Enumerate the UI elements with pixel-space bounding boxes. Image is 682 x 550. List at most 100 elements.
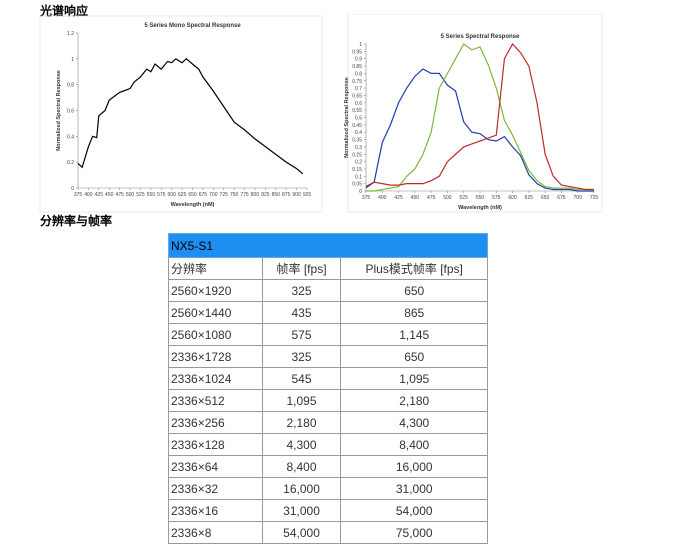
table-row: 2336×1728 325 650	[168, 345, 488, 368]
series-line	[366, 43, 594, 192]
x-tick-label: 725	[220, 192, 229, 198]
table-row: NX5-S1	[168, 233, 488, 258]
table-cell: 2,180	[261, 411, 342, 434]
y-tick-label: 0.7	[355, 86, 362, 92]
chart-frame	[347, 14, 603, 213]
chart-title: 5 Series Spectral Response	[441, 34, 520, 40]
table-cell: 1,145	[340, 323, 488, 346]
x-tick-label: 450	[105, 192, 114, 198]
table-cell: 75,000	[340, 521, 488, 544]
x-axis-label: Wavelength (nM)	[171, 202, 215, 208]
x-tick-label: 525	[460, 195, 469, 201]
x-tick-label: 850	[272, 192, 281, 198]
y-tick-label: 0.65	[352, 93, 362, 99]
table-cell: 4,300	[340, 411, 488, 434]
x-tick-label: 800	[251, 192, 260, 198]
table-cell: 2336×1728	[168, 345, 263, 368]
table-cell: NX5-S1	[168, 233, 488, 258]
x-tick-label: 675	[199, 192, 208, 198]
x-tick-label: 700	[574, 195, 583, 201]
table-cell: 2336×16	[168, 499, 263, 522]
table-cell: 325	[261, 279, 342, 302]
table-cell: 31,000	[340, 477, 488, 500]
table-cell: 8,400	[340, 433, 488, 456]
table-cell: 2336×1024	[168, 367, 263, 390]
y-tick-label: 0.75	[352, 79, 362, 85]
table-cell: 2336×128	[168, 433, 263, 456]
table-row: 2560×1440 435 865	[168, 301, 488, 324]
table-cell: 650	[340, 279, 488, 302]
table-cell: 分辨率	[168, 257, 263, 280]
table-cell: Plus模式帧率 [fps]	[340, 257, 488, 280]
x-tick-label: 775	[240, 192, 249, 198]
table-cell: 575	[261, 323, 342, 346]
table-cell: 2560×1080	[168, 323, 263, 346]
table-cell: 2560×1440	[168, 301, 263, 324]
y-axis-label: Normalized Spectral Response	[344, 77, 350, 158]
table-cell: 4,300	[261, 433, 342, 456]
x-tick-label: 400	[84, 192, 93, 198]
y-tick-label: 0.5	[355, 116, 362, 122]
table-cell: 2,180	[340, 389, 488, 412]
table-cell: 16,000	[340, 455, 488, 478]
x-axis-label: Wavelength (nM)	[458, 205, 502, 211]
section-heading: 分辨率与帧率	[40, 214, 113, 228]
table-cell: 545	[261, 367, 342, 390]
x-tick-label: 500	[443, 195, 452, 201]
x-tick-label: 925	[303, 192, 312, 198]
x-tick-label: 750	[230, 192, 239, 198]
table-cell: 54,000	[261, 521, 342, 544]
y-tick-label: 0.85	[352, 64, 362, 70]
table-row: 2336×128 4,300 8,400	[168, 433, 488, 456]
x-tick-label: 900	[292, 192, 301, 198]
table-row: 2336×512 1,095 2,180	[168, 389, 488, 412]
x-tick-label: 450	[411, 195, 420, 201]
y-tick-label: 0.05	[352, 182, 362, 188]
x-tick-label: 425	[95, 192, 104, 198]
x-tick-label: 600	[168, 192, 177, 198]
x-tick-label: 725	[590, 195, 599, 201]
x-tick-label: 625	[525, 195, 534, 201]
table-row: 2336×64 8,400 16,000	[168, 455, 488, 478]
x-tick-label: 550	[147, 192, 156, 198]
y-tick-label: 0.45	[352, 123, 362, 129]
x-tick-label: 575	[157, 192, 166, 198]
y-tick-label: 0.1	[355, 174, 362, 180]
table-row: 2560×1920 325 650	[168, 279, 488, 302]
table-cell: 865	[340, 301, 488, 324]
table-row: 2560×1080 575 1,145	[168, 323, 488, 346]
y-tick-label: 0.15	[352, 167, 362, 173]
x-tick-label: 650	[541, 195, 550, 201]
table-cell: 2560×1920	[168, 279, 263, 302]
charts: 5 Series Mono Spectral Response Wavelengt…	[39, 14, 603, 213]
series-line	[365, 68, 594, 192]
x-tick-label: 700	[209, 192, 218, 198]
x-tick-label: 875	[282, 192, 291, 198]
y-tick-label: 0.35	[352, 138, 362, 144]
table-cell: 帧率 [fps]	[261, 257, 342, 280]
x-tick-label: 400	[378, 195, 387, 201]
table-cell: 2336×64	[168, 455, 263, 478]
x-tick-label: 475	[115, 192, 124, 198]
table-cell: 31,000	[261, 499, 342, 522]
chart-title: 5 Series Mono Spectral Response	[144, 23, 241, 29]
y-tick-label: 0	[71, 186, 74, 192]
table-cell: 54,000	[340, 499, 488, 522]
y-tick-label: 0.8	[355, 71, 362, 77]
x-tick-label: 500	[126, 192, 135, 198]
y-tick-label: 0.2	[355, 160, 362, 166]
table-cell: 325	[261, 345, 342, 368]
table-row: 2336×8 54,000 75,000	[168, 521, 488, 544]
x-tick-label: 550	[476, 195, 485, 201]
table-cell: 1,095	[340, 367, 488, 390]
table-row: 2336×16 31,000 54,000	[168, 499, 488, 522]
y-tick-label: 0.9	[355, 57, 362, 63]
y-tick-label: 0	[359, 189, 362, 195]
x-tick-label: 525	[136, 192, 145, 198]
x-tick-label: 375	[74, 192, 83, 198]
y-tick-label: 0.25	[352, 152, 362, 158]
y-tick-label: 0.4	[355, 130, 362, 136]
y-tick-label: 1.2	[67, 31, 74, 37]
y-axis-label: Normalized Spectral Response	[56, 70, 62, 151]
table-cell: 2336×256	[168, 411, 263, 434]
